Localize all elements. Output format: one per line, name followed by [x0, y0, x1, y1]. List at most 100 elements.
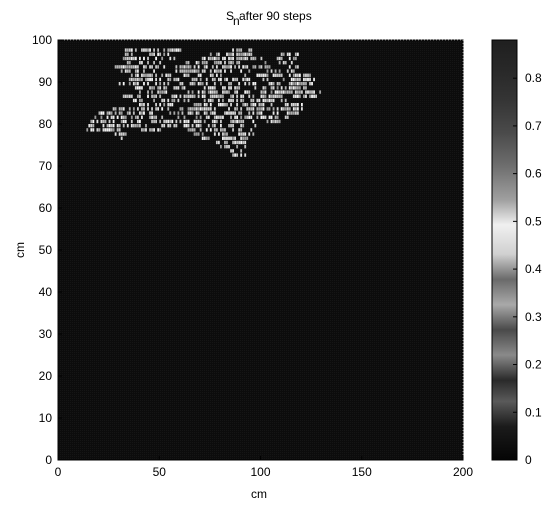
heatmap-cell — [211, 98, 214, 103]
heatmap-cell — [102, 128, 105, 132]
heatmap-cell — [118, 82, 121, 86]
heatmap-cell — [106, 115, 109, 119]
heatmap-cell — [193, 82, 196, 86]
heatmap-cell — [238, 111, 241, 115]
heatmap-cell — [151, 115, 153, 119]
heatmap-cell — [242, 98, 245, 103]
heatmap-cell — [153, 119, 155, 124]
heatmap-cell — [264, 65, 267, 69]
heatmap-cell — [252, 119, 255, 124]
heatmap-cell — [130, 56, 133, 61]
heatmap-cell — [298, 86, 301, 90]
heatmap-cell — [236, 94, 239, 98]
heatmap-cell — [143, 73, 145, 77]
heatmap-cell — [203, 119, 206, 124]
heatmap-cell — [122, 94, 125, 98]
heatmap-cell — [244, 77, 247, 82]
colorbar-tick-label: 0.6 — [525, 167, 542, 181]
heatmap-cell — [159, 90, 162, 94]
x-tick-label: 0 — [55, 465, 62, 479]
heatmap-cell — [224, 77, 226, 82]
heatmap-cell — [224, 128, 226, 132]
heatmap-cell — [92, 128, 95, 132]
heatmap-cell — [199, 115, 202, 119]
heatmap-cell — [270, 86, 273, 90]
heatmap-cell — [187, 69, 190, 73]
heatmap-cell — [157, 107, 160, 111]
heatmap-cell — [232, 119, 234, 124]
x-tick-label: 100 — [250, 465, 270, 479]
heatmap-cell — [112, 107, 115, 111]
heatmap-cell — [143, 107, 145, 111]
heatmap-cell — [205, 111, 208, 115]
heatmap-cell — [134, 86, 137, 90]
heatmap-cell — [250, 52, 253, 56]
heatmap-cell — [226, 103, 228, 107]
heatmap-cell — [118, 124, 121, 128]
heatmap-cell — [301, 82, 303, 86]
heatmap-cell — [230, 149, 232, 153]
heatmap-cell — [187, 128, 190, 132]
heatmap-cell — [224, 90, 226, 94]
heatmap-cell — [222, 86, 224, 90]
heatmap-cell — [203, 90, 206, 94]
heatmap-cell — [141, 128, 143, 132]
colorbar-tick-label: 0.8 — [525, 71, 542, 85]
heatmap-cell — [301, 107, 303, 111]
heatmap-cell — [240, 115, 243, 119]
heatmap-cell — [171, 119, 174, 124]
heatmap-cell — [230, 124, 232, 128]
heatmap-cell — [163, 52, 166, 56]
heatmap-cell — [195, 77, 198, 82]
heatmap-cell — [128, 65, 131, 69]
heatmap-cell — [238, 48, 241, 52]
heatmap-cell — [242, 77, 245, 82]
heatmap-cell — [122, 82, 125, 86]
heatmap-cell — [282, 52, 285, 56]
heatmap-cell — [124, 52, 127, 56]
heatmap-cell — [244, 103, 247, 107]
heatmap-cell — [187, 119, 190, 124]
heatmap-cell — [195, 119, 198, 124]
heatmap-cell — [296, 65, 299, 69]
heatmap-cell — [280, 94, 283, 98]
heatmap-cell — [296, 86, 299, 90]
heatmap-cell — [147, 90, 149, 94]
heatmap-cell — [203, 94, 206, 98]
heatmap-cell — [110, 128, 113, 132]
heatmap-cell — [240, 48, 243, 52]
heatmap-cell — [183, 65, 186, 69]
heatmap-cell — [294, 73, 297, 77]
heatmap-cell — [220, 73, 222, 77]
heatmap-cell — [234, 140, 236, 145]
heatmap-cell — [191, 69, 194, 73]
heatmap-cell — [209, 98, 212, 103]
heatmap-cell — [294, 77, 297, 82]
heatmap-cell — [284, 103, 287, 107]
heatmap-cell — [240, 98, 243, 103]
heatmap-cell — [189, 107, 192, 111]
heatmap-cell — [254, 124, 257, 128]
heatmap-cell — [294, 90, 297, 94]
chart-title: S n after 90 steps — [226, 9, 312, 28]
heatmap-cell — [238, 56, 241, 61]
heatmap-cell — [209, 56, 212, 61]
heatmap-cell — [134, 73, 137, 77]
heatmap-cell — [284, 61, 287, 65]
heatmap-cell — [262, 73, 265, 77]
heatmap-cell — [149, 77, 151, 82]
heatmap-cell — [296, 111, 299, 115]
heatmap-cell — [159, 82, 162, 86]
heatmap-cell — [143, 103, 145, 107]
heatmap-cell — [215, 73, 218, 77]
heatmap-cell — [199, 103, 202, 107]
heatmap-cell — [195, 107, 198, 111]
heatmap-cell — [116, 115, 119, 119]
heatmap-cell — [112, 115, 115, 119]
heatmap-cell — [173, 86, 176, 90]
y-tick-label: 70 — [39, 159, 53, 173]
heatmap-cell — [258, 73, 261, 77]
heatmap-cell — [128, 61, 131, 65]
heatmap-cell — [230, 69, 232, 73]
heatmap-cell — [242, 65, 245, 69]
